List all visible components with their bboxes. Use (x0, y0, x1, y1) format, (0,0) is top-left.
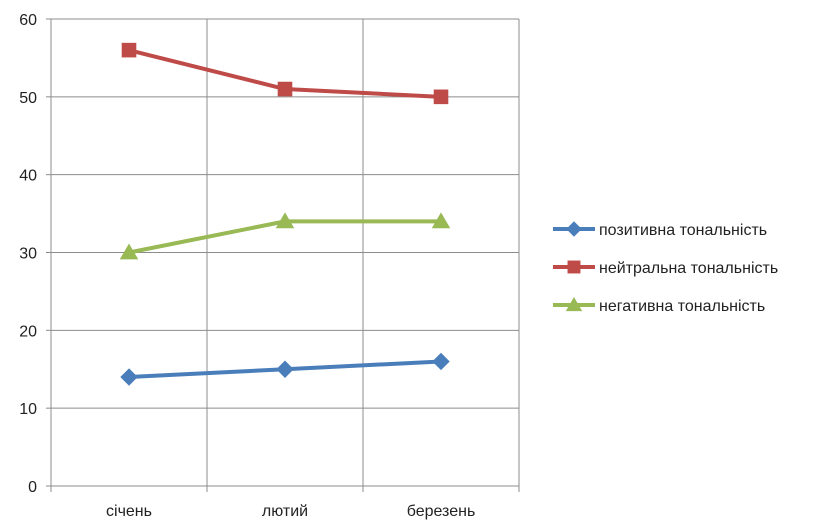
x-tick-label: січень (106, 503, 152, 520)
legend: позитивна тональність нейтральна тональні… (553, 221, 778, 315)
data-point-series-2 (121, 42, 137, 58)
y-tick-label: 60 (19, 12, 37, 29)
legend-swatch-marker (567, 260, 581, 274)
y-tick-label: 0 (28, 479, 37, 496)
data-point-series-1 (432, 352, 450, 371)
x-tick-label: березень (407, 503, 476, 520)
axes (46, 18, 520, 492)
data-point-series-3 (431, 212, 451, 229)
legend-label: позитивна тональність (599, 222, 767, 239)
x-tick-label: лютий (262, 503, 308, 520)
legend-swatch-marker (565, 297, 583, 312)
data-point-series-2 (277, 81, 293, 97)
series-markers (119, 42, 451, 386)
y-tick-label: 10 (19, 401, 37, 418)
y-tick-label: 40 (19, 168, 37, 185)
data-point-series-2 (433, 89, 449, 105)
data-point-series-3 (119, 243, 139, 260)
y-tick-label: 20 (19, 323, 37, 340)
data-point-series-1 (276, 360, 294, 378)
legend-label: негативна тональність (599, 298, 765, 315)
data-point-series-3 (275, 212, 295, 229)
legend-swatch-marker (566, 221, 582, 237)
y-axis-tick-labels: 0 10 20 30 40 50 60 (19, 12, 37, 496)
y-tick-label: 30 (19, 246, 37, 263)
legend-label: нейтральна тональність (599, 260, 778, 277)
data-point-series-1 (120, 368, 138, 386)
x-axis-tick-labels: січень лютий березень (106, 503, 475, 520)
y-tick-label: 50 (19, 90, 37, 107)
